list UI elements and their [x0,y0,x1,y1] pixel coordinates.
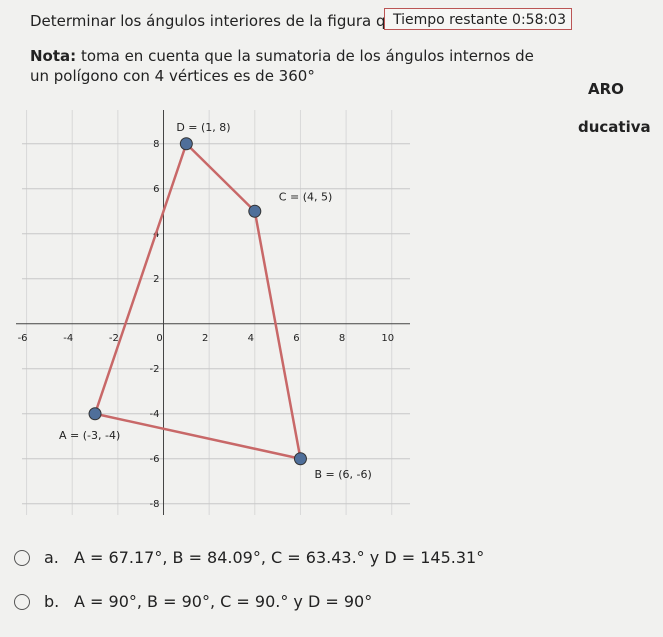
x-tick-label: 4 [248,333,254,344]
y-tick-label: 8 [153,139,159,150]
y-tick-label: -6 [150,454,160,465]
vertex-label: D = (1, 8) [176,121,230,134]
vertex-label: C = (4, 5) [279,190,332,203]
x-tick-label: 6 [293,333,299,344]
x-tick-label: 8 [339,333,345,344]
option-letter: b. [44,592,60,611]
y-tick-label: -4 [150,409,160,420]
note-bold: Nota: [30,47,77,65]
side-text: ducativa [578,118,651,136]
x-tick-label: 2 [202,333,208,344]
vertex-label: A = (-3, -4) [59,429,120,442]
radio[interactable] [14,593,30,610]
vertex [179,137,193,151]
x-tick-label: 10 [381,333,394,344]
option-text: A = 90°, B = 90°, C = 90.° y D = 90° [74,592,373,611]
vertex [88,407,102,421]
timer: Tiempo restante 0:58:03 [384,8,572,30]
y-tick-label: -8 [150,499,160,510]
x-tick-label: -2 [109,333,119,344]
x-tick-label: -6 [18,333,28,344]
timer-value: 0:58:03 [512,12,567,28]
timer-label: Tiempo restante [393,12,508,28]
note: Nota: toma en cuenta que la sumatoria de… [30,46,540,86]
y-tick-label: 2 [153,274,159,285]
polygon [93,141,303,461]
option[interactable]: b. A = 90°, B = 90°, C = 90.° y D = 90° [14,592,372,611]
note-text: toma en cuenta que la sumatoria de los á… [30,47,534,85]
question: Determinar los ángulos interiores de la … [30,12,417,30]
vertex [248,204,262,218]
option-text: A = 67.17°, B = 84.09°, C = 63.43.° y D … [74,548,485,567]
option-letter: a. [44,548,59,567]
vertex [293,452,307,466]
x-tick-label: 0 [156,333,162,344]
y-tick-label: -2 [150,364,160,375]
option[interactable]: a. A = 67.17°, B = 84.09°, C = 63.43.° y … [14,548,484,567]
radio[interactable] [14,549,30,566]
x-tick-label: -4 [63,333,73,344]
vertex-label: B = (6, -6) [314,468,371,481]
y-tick-label: 6 [153,184,159,195]
side-text: ARO [588,80,624,98]
